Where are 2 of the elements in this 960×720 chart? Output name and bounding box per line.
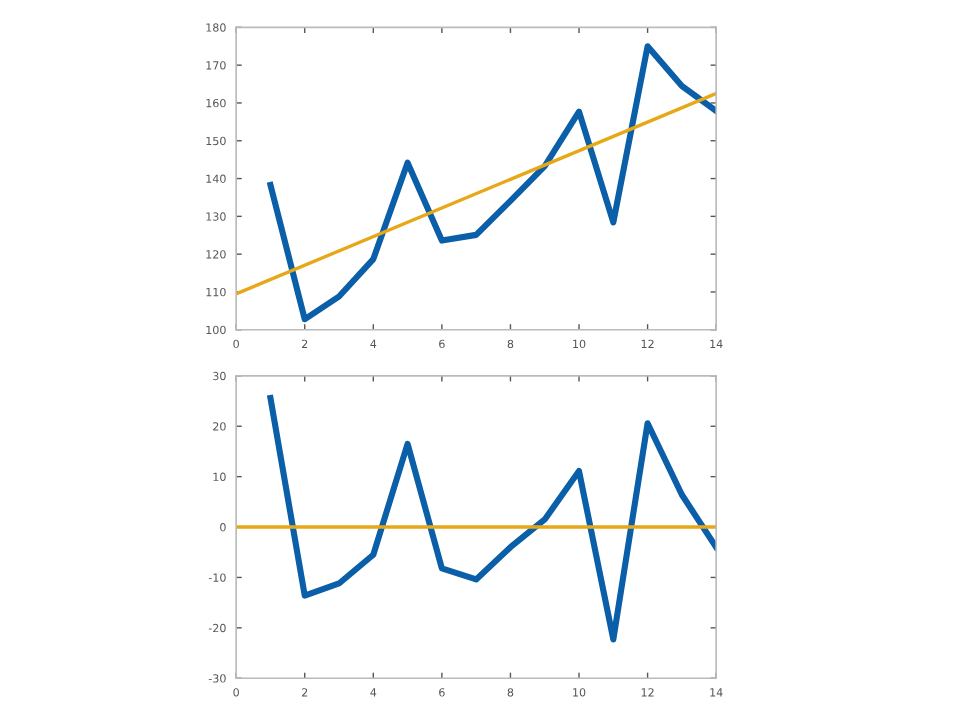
line-series	[267, 43, 717, 323]
line-series	[267, 394, 717, 643]
